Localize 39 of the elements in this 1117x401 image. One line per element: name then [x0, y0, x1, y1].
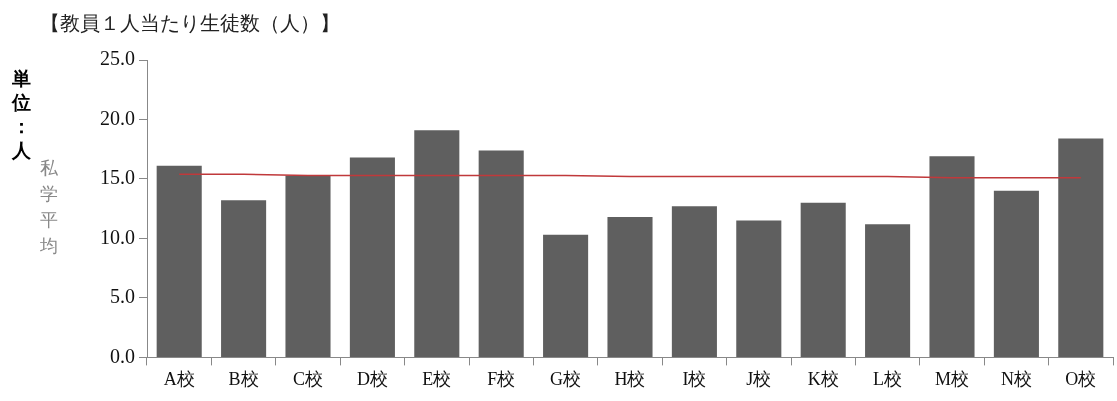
bar: [800, 202, 846, 357]
x-tick-label: J校: [746, 368, 772, 389]
x-tick-label: K校: [807, 368, 839, 389]
bar: [543, 234, 589, 357]
y-tick-label: 25.0: [100, 47, 135, 70]
bar: [736, 220, 782, 357]
x-tick-label: O校: [1065, 368, 1097, 389]
x-tick-label: A校: [163, 368, 195, 389]
x-tick-label: B校: [228, 368, 259, 389]
text: 私学平均: [39, 156, 59, 256]
y-tick-label: 10.0: [100, 225, 135, 248]
x-tick-label: L校: [873, 368, 903, 389]
x-tick-label: E校: [422, 368, 452, 389]
chart-title: 【教員１人当たり生徒数（人）】: [40, 10, 340, 37]
bar: [478, 150, 524, 357]
bar: [349, 157, 395, 357]
bar: [285, 175, 331, 357]
y-tick-label: 5.0: [110, 285, 135, 308]
x-tick-label: N校: [1000, 368, 1032, 389]
bar: [929, 156, 975, 357]
y-tick-label: 0.0: [110, 344, 135, 367]
y-tick-label: 20.0: [100, 106, 135, 129]
y-axis-title: 単位：人: [10, 66, 32, 162]
bar: [1058, 138, 1104, 357]
x-tick-label: G校: [550, 368, 582, 389]
bar: [156, 165, 202, 357]
x-tick-label: M校: [934, 368, 970, 389]
bar: [865, 224, 911, 357]
bar: [607, 217, 653, 357]
x-tick-label: D校: [356, 368, 388, 389]
y-tick-label: 15.0: [100, 166, 135, 189]
bar: [671, 206, 717, 357]
x-tick-label: C校: [292, 368, 324, 389]
x-tick-label: F校: [487, 368, 516, 389]
bar: [414, 130, 460, 357]
bar: [221, 200, 267, 357]
x-tick-label: I校: [682, 368, 707, 389]
bar: [993, 190, 1039, 357]
x-tick-label: H校: [614, 368, 646, 389]
